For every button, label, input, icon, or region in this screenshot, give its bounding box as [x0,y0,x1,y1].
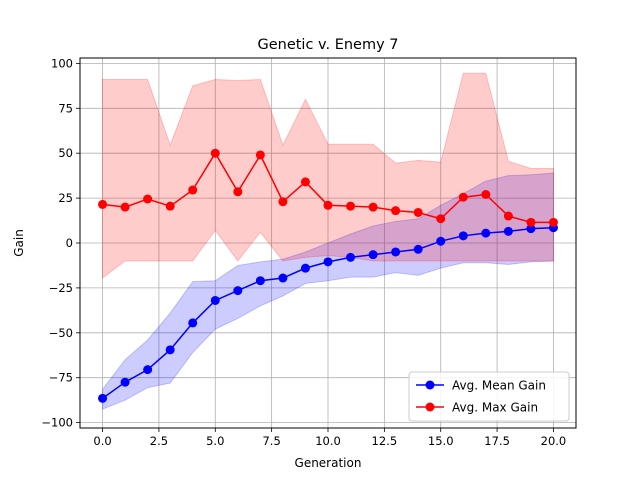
legend-label-0: Avg. Mean Gain [452,379,546,393]
series-markers [98,148,558,403]
point-series-1 [188,185,198,195]
point-series-0 [210,295,220,305]
y-tick-label: 50 [58,146,73,160]
point-series-0 [391,247,401,257]
point-series-1 [413,207,423,217]
y-tick-label: −100 [41,416,73,430]
x-axis-label: Generation [295,456,362,470]
point-series-1 [503,211,513,221]
point-series-1 [481,190,491,200]
point-series-1 [120,202,130,212]
x-tick-label: 12.5 [372,434,398,448]
x-tick-label: 17.5 [484,434,510,448]
y-axis-label: Gain [12,229,26,257]
band-series-1 [102,72,554,280]
legend-box [408,371,570,422]
y-tick-label: 25 [58,191,73,205]
point-series-0 [120,377,130,387]
y-axis-ticks: −100 −75 −50 −25 0 25 50 75 100 [41,56,80,430]
x-tick-label: 0.0 [93,434,111,448]
point-series-0 [436,236,446,246]
point-series-0 [188,318,198,328]
point-series-0 [278,273,288,283]
point-series-1 [165,201,175,211]
point-series-1 [548,217,558,227]
point-series-0 [481,228,491,238]
point-series-0 [346,252,356,262]
point-series-0 [165,345,175,355]
x-axis-ticks: 0.0 2.5 5.0 7.5 10.0 12.5 15.0 17.5 20.0 [93,428,566,448]
point-series-1 [368,202,378,212]
point-series-1 [233,187,243,197]
legend-entries: Avg. Mean Gain Avg. Max Gain [416,379,546,415]
x-tick-label: 2.5 [150,434,168,448]
y-tick-label: −25 [49,281,73,295]
point-series-0 [323,257,333,267]
chart-title: Genetic v. Enemy 7 [257,37,398,53]
confidence-bands [102,72,554,410]
point-series-0 [368,250,378,260]
point-series-1 [98,199,108,209]
point-series-0 [143,365,153,375]
point-series-1 [436,214,446,224]
point-series-0 [300,263,310,273]
point-series-0 [413,244,423,254]
point-series-1 [300,177,310,187]
point-series-1 [210,148,220,158]
y-tick-label: 100 [51,56,73,70]
point-series-0 [255,276,265,286]
x-tick-label: 10.0 [315,434,341,448]
point-series-0 [233,286,243,296]
point-series-1 [526,217,536,227]
legend-label-1: Avg. Max Gain [452,401,538,415]
point-series-1 [458,192,468,202]
band-series-0 [102,172,554,410]
point-series-1 [278,197,288,207]
point-series-1 [255,150,265,160]
point-series-1 [143,194,153,204]
point-series-0 [458,231,468,241]
x-tick-label: 7.5 [262,434,280,448]
legend: Avg. Mean Gain Avg. Max Gain [408,371,570,422]
point-series-0 [98,393,108,403]
y-tick-label: 0 [66,236,73,250]
legend-marker-0 [425,380,435,390]
legend-marker-1 [425,402,435,412]
point-series-0 [503,226,513,236]
x-tick-label: 5.0 [206,434,224,448]
y-tick-label: −50 [49,326,73,340]
point-series-1 [391,206,401,216]
point-series-1 [346,201,356,211]
y-tick-label: −75 [49,371,73,385]
point-series-0 [526,224,536,234]
point-series-1 [323,200,333,210]
x-tick-label: 20.0 [541,434,567,448]
x-tick-label: 15.0 [428,434,454,448]
y-tick-label: 75 [58,101,73,115]
